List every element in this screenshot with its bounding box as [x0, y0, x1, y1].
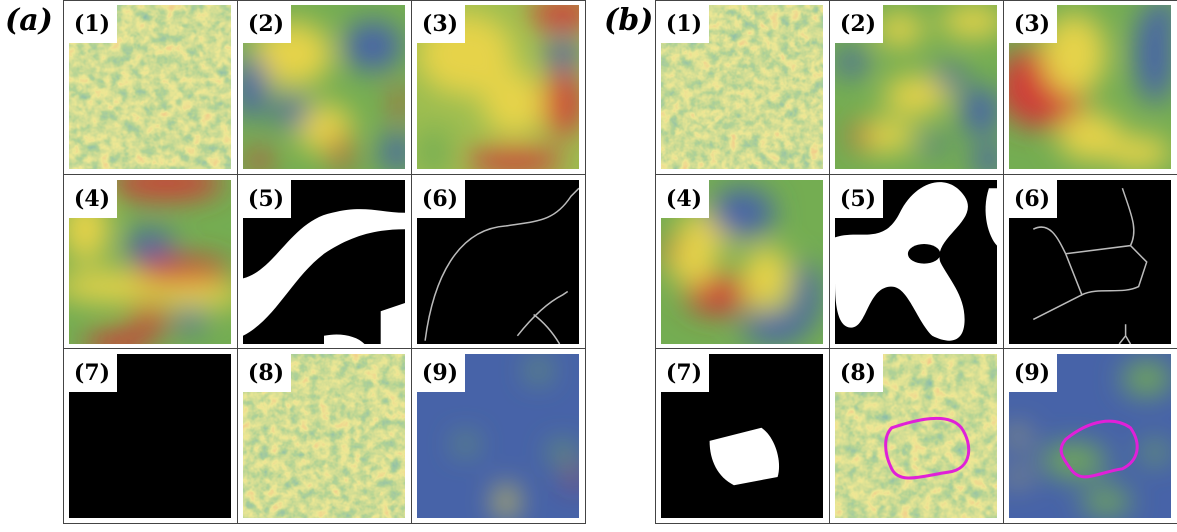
image-cell: (5)	[833, 178, 997, 344]
cell-label: (2)	[840, 11, 876, 37]
cell-label: (4)	[666, 186, 702, 212]
field-blob	[275, 95, 307, 128]
field-blob	[835, 49, 867, 75]
cell-label: (9)	[1014, 360, 1050, 386]
image-cell: (2)	[235, 3, 413, 172]
field-blob	[332, 133, 348, 172]
field-blob	[1082, 488, 1131, 514]
field-blob	[456, 436, 475, 452]
image-cell: (6)	[1007, 178, 1171, 344]
cell-label: (7)	[74, 360, 110, 386]
field-blob	[547, 38, 579, 71]
field-blob	[482, 71, 547, 137]
panel: (1) (2) (3) (4) (5) (6) (7) (8) (9)	[53, 0, 595, 524]
image-cell: (5)	[241, 178, 405, 344]
field-blob	[742, 246, 791, 312]
panel-label: (b)	[604, 3, 653, 38]
field-blob	[884, 76, 949, 115]
image-cell: (6)	[415, 178, 579, 344]
cell-label: (3)	[422, 11, 458, 37]
field-blob	[134, 257, 231, 283]
field-blob	[710, 188, 775, 237]
image-cell: (4)	[53, 167, 247, 357]
field-blob	[1142, 443, 1168, 463]
cell-label: (3)	[1014, 11, 1050, 37]
cell-label: (8)	[840, 360, 876, 386]
field-blob	[381, 133, 413, 172]
field-blob	[922, 135, 941, 155]
field-blob	[550, 444, 576, 460]
field-blob	[973, 144, 1005, 177]
image-cell: (8)	[241, 352, 405, 518]
image-cell: (9)	[1007, 352, 1171, 518]
field-blob	[851, 123, 867, 149]
field-blob	[246, 151, 272, 171]
field-blob	[178, 306, 204, 332]
field-blob	[568, 467, 581, 487]
image-cell: (3)	[415, 0, 595, 177]
field-blob	[131, 306, 170, 332]
field-blob	[394, 87, 407, 120]
field-blob	[543, 71, 582, 137]
panel: (1) (2) (3) (4) (5) (6) (7) (8) (9)	[655, 0, 1177, 524]
field-blob	[529, 361, 548, 381]
field-blob	[466, 148, 563, 174]
cell-label: (5)	[840, 186, 876, 212]
image-cell: (1)	[67, 3, 231, 169]
panel-label: (a)	[5, 3, 53, 38]
mask-hole	[908, 244, 940, 264]
field-blob	[343, 21, 401, 70]
image-cell: (9)	[415, 352, 581, 518]
image-cell: (1)	[659, 3, 823, 169]
cell-label: (4)	[74, 186, 110, 212]
cell-label: (5)	[248, 186, 284, 212]
cell-label: (9)	[422, 360, 458, 386]
cell-label: (1)	[666, 11, 702, 37]
field-blob	[1007, 429, 1026, 442]
field-blob	[126, 229, 175, 262]
field-blob	[110, 167, 223, 200]
cell-label: (8)	[248, 360, 284, 386]
field-blob	[1106, 136, 1171, 169]
image-cell: (2)	[833, 3, 1005, 177]
field-blob	[496, 485, 515, 518]
cell-label: (7)	[666, 360, 702, 386]
field-blob	[961, 87, 1000, 136]
cell-label: (2)	[248, 11, 284, 37]
field-blob	[150, 282, 247, 308]
image-cell: (3)	[996, 0, 1177, 169]
field-blob	[742, 311, 807, 344]
field-blob	[235, 54, 267, 120]
field-blob	[1009, 470, 1025, 483]
cell-label: (6)	[422, 186, 458, 212]
field-blob	[669, 237, 718, 286]
cell-label: (1)	[74, 11, 110, 37]
field-blob	[940, 5, 1005, 38]
field-blob	[1122, 362, 1171, 395]
image-cell: (4)	[659, 178, 823, 344]
field-blob	[417, 128, 449, 177]
image-cell: (8)	[833, 352, 997, 518]
image-cell: (7)	[659, 352, 823, 518]
image-cell: (7)	[67, 352, 231, 518]
cell-label: (6)	[1014, 186, 1050, 212]
